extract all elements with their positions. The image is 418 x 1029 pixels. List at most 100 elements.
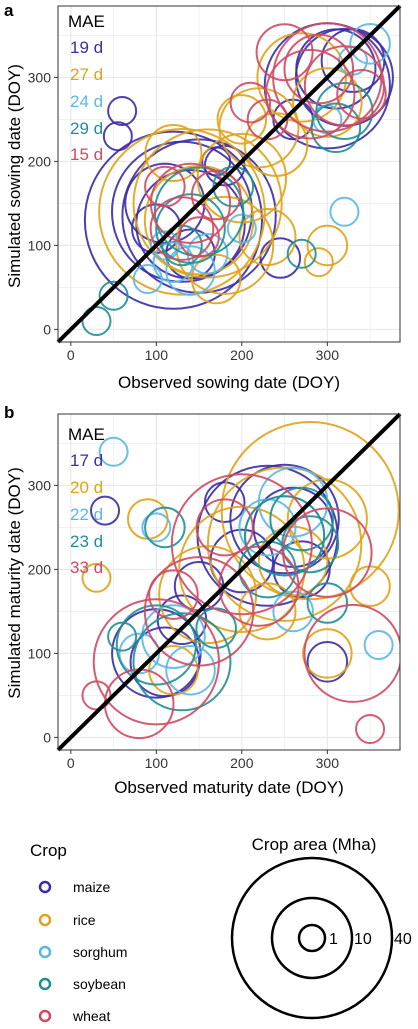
panel-b-border — [57, 413, 401, 751]
panel-a-point-sorghum — [149, 230, 180, 261]
panel-a-x-tick-label: 300 — [316, 347, 340, 363]
crop-legend-item-sorghum: sorghum — [38, 944, 127, 960]
panel-a-identity-line — [56, 4, 402, 344]
panel-a-y-tick-label: 100 — [28, 237, 52, 253]
panel-b-point-wheat — [143, 556, 255, 667]
crop-legend-item-maize: maize — [38, 879, 111, 895]
crop-legend-item-wheat: wheat — [38, 1008, 110, 1024]
panel-b-point-wheat — [148, 569, 199, 620]
panel-b-point-sorghum — [141, 604, 206, 669]
panel-b-point-soybean — [281, 515, 340, 574]
panel-a-y-axis-label: Simulated sowing date (DOY) — [5, 64, 24, 288]
panel-b-point-maize — [229, 463, 340, 575]
panel-b-point-wheat — [303, 603, 400, 703]
panel-a-point-wheat — [283, 33, 355, 105]
panel-b-mae-sorghum: 22 d — [70, 505, 103, 524]
panel-b-point-rice — [257, 525, 329, 597]
panel-a-mae-soybean: 29 d — [70, 119, 103, 138]
panel-a-point-soybean — [98, 280, 129, 311]
panel-a-point-rice — [175, 195, 275, 295]
panel-b-y-tick-label: 300 — [28, 477, 52, 493]
crop-legend-label-soybean: soybean — [73, 976, 126, 992]
panel-a-mae-legend: MAE 19 d 27 d 24 d 29 d 15 d — [68, 12, 105, 164]
panel-b-point-rice — [81, 562, 112, 593]
panel-b-x-tick-label: 0 — [67, 755, 75, 771]
panel-b-point-maize — [203, 481, 246, 523]
panel-a-point-maize — [107, 96, 138, 126]
panel-a-y-tick-label: 200 — [28, 153, 52, 169]
panel-a-point-sorghum — [132, 264, 163, 294]
panel-a-x-tick-label: 200 — [230, 347, 254, 363]
panel-a-point-rice — [303, 247, 334, 278]
panel-b-point-soybean — [107, 621, 138, 652]
panel-a-point-rice — [98, 127, 266, 296]
panel-a-y-ticks: 0 100 200 300 — [28, 69, 58, 337]
crop-legend-label-maize: maize — [73, 879, 111, 895]
crop-legend-label-rice: rice — [73, 912, 96, 928]
panel-b-mae-title: MAE — [68, 425, 105, 444]
crop-legend-item-rice: rice — [38, 912, 96, 928]
panel-b-point-wheat — [195, 498, 254, 557]
panel-a-point-sorghum — [349, 23, 391, 65]
panel-a-point-rice — [256, 32, 347, 123]
panel-b-point-maize — [90, 495, 121, 526]
panel-a-x-tick-label: 100 — [145, 347, 169, 363]
panel-a-label: a — [4, 1, 14, 20]
panel-b-y-tick-label: 0 — [43, 729, 51, 745]
panel-a-point-rice — [190, 253, 242, 305]
panel-b-point-soybean — [115, 604, 197, 686]
panel-b-point-rice — [206, 466, 363, 622]
panel-a-point-wheat — [255, 23, 314, 82]
area-legend-label-40: 40 — [394, 931, 412, 948]
panel-a-x-axis-label: Observed sowing date (DOY) — [118, 373, 340, 392]
panel-b-label: b — [4, 403, 14, 422]
panel-a-sowing: a MAE 19 d 27 d 24 d 29 d 15 d 0 100 200 30… — [4, 1, 402, 392]
panel-a-point-wheat — [149, 162, 232, 244]
panel-a-point-wheat — [336, 68, 387, 120]
crop-legend-key-maize — [38, 880, 52, 894]
panel-a-point-soybean — [286, 238, 317, 269]
panel-b-maturity: b MAE 17 d 20 d 22 d 23 d 33 d 0 100 200 30… — [4, 403, 402, 797]
area-legend-label-10: 10 — [354, 931, 372, 948]
crop-legend-key-rice — [38, 913, 52, 927]
panel-a-point-sorghum — [329, 196, 360, 227]
panel-a-point-soybean — [310, 102, 362, 154]
panel-a-mae-sorghum: 24 d — [70, 92, 103, 111]
panel-b-point-soybean — [144, 506, 186, 549]
panel-a-points — [81, 22, 394, 336]
panel-b-point-maize — [129, 626, 201, 698]
panel-a-point-rice — [243, 112, 309, 177]
area-legend-circle-10 — [270, 896, 354, 980]
panel-b-x-tick-label: 300 — [316, 755, 340, 771]
panel-b-point-soybean — [243, 495, 326, 577]
panel-a-point-maize — [102, 121, 133, 152]
crop-legend-key-wheat — [38, 1009, 52, 1023]
panel-b-y-tick-label: 100 — [28, 645, 52, 661]
panel-b-point-soybean — [195, 607, 237, 649]
panel-a-mae-rice: 27 d — [70, 65, 103, 84]
panel-b-mae-soybean: 23 d — [70, 532, 103, 551]
area-legend-circle-1 — [297, 923, 327, 953]
panel-a-point-rice — [216, 94, 268, 145]
panel-b-point-rice — [238, 582, 297, 641]
panel-a-point-rice — [292, 67, 363, 138]
panel-b-point-sorghum — [141, 512, 172, 543]
panel-a-point-wheat — [229, 81, 272, 124]
panel-b-point-soybean — [269, 486, 334, 552]
area-legend-circle-40 — [230, 856, 394, 1020]
panel-b-y-axis-label: Simulated maturity date (DOY) — [5, 467, 24, 698]
panel-a-x-tick-label: 0 — [67, 347, 75, 363]
panel-a-point-sorghum — [226, 213, 257, 244]
panel-a-x-ticks: 0 100 200 300 — [67, 342, 339, 363]
panel-a-mae-wheat: 15 d — [70, 145, 103, 164]
panel-b-point-maize — [272, 540, 331, 599]
panel-a-point-maize — [83, 130, 263, 310]
panel-b-y-tick-label: 200 — [28, 561, 52, 577]
area-legend-label-1: 1 — [329, 931, 338, 948]
crop-legend-item-soybean: soybean — [38, 976, 126, 992]
panel-b-identity-line — [56, 412, 402, 752]
crop-legend: Crop maize rice sorghum soybean wheat — [30, 841, 127, 1024]
panel-a-point-maize — [259, 237, 302, 279]
panel-a-mae-title: MAE — [68, 12, 105, 31]
panel-b-point-wheat — [355, 714, 386, 744]
